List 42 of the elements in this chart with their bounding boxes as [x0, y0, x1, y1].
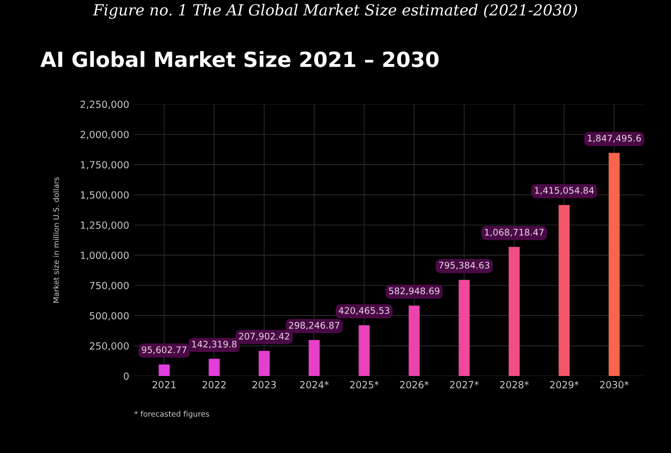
y-tick-label: 250,000: [90, 342, 129, 351]
y-tick-label: 1,500,000: [80, 191, 129, 200]
data-label: 582,948.69: [389, 287, 440, 296]
text: Figure no. 1 The AI Global Market Size estimated (2021-2030): [92, 4, 578, 19]
data-label: 1,415,054.84: [535, 186, 594, 195]
bar: [258, 350, 270, 376]
x-tick-label: 2030*: [600, 381, 629, 388]
bar: [208, 358, 220, 376]
y-tick-label: 2,000,000: [80, 130, 129, 140]
x-tick-label: 2022: [202, 381, 226, 388]
bar: [358, 325, 370, 376]
bar: [158, 364, 170, 376]
bar: [608, 152, 620, 376]
data-label: 1,068,718.47: [485, 228, 544, 237]
x-tick-label: 2029*: [550, 381, 579, 388]
y-tick-label: 1,250,000: [80, 221, 129, 230]
y-tick-label: 500,000: [90, 312, 129, 320]
bar: [508, 246, 520, 376]
x-tick-label: 2027*: [450, 381, 479, 388]
bar: [308, 340, 320, 376]
x-tick-label: 2021: [152, 381, 176, 388]
chart-title: AI Global Market Size 2021 – 2030: [40, 51, 439, 68]
x-tick-label: 2023: [252, 381, 276, 388]
y-tick-label: 1,750,000: [80, 161, 129, 170]
y-tick-label: 1,000,000: [80, 252, 129, 260]
data-label: 95,602.77: [142, 346, 186, 354]
x-tick-label: 2024*: [300, 381, 329, 388]
data-label: 795,384.63: [439, 262, 490, 270]
data-label: 1,847,495.6: [588, 134, 641, 142]
y-tick-label: 750,000: [90, 282, 129, 290]
x-tick-label: 2026*: [400, 381, 429, 388]
x-tick-label: 2028*: [500, 381, 529, 388]
y-tick-label: 0: [124, 372, 129, 380]
x-tick-label: 2025*: [350, 381, 379, 388]
data-label: 207,902.42: [239, 332, 290, 341]
bar: [558, 205, 570, 376]
data-label: 298,246.87: [289, 322, 340, 330]
data-label: 420,465.53: [338, 307, 390, 315]
bar: [408, 306, 420, 376]
y-tick-label: 2,250,000: [80, 100, 129, 110]
bar: [458, 280, 470, 376]
data-label: 142,319.8: [192, 340, 237, 348]
